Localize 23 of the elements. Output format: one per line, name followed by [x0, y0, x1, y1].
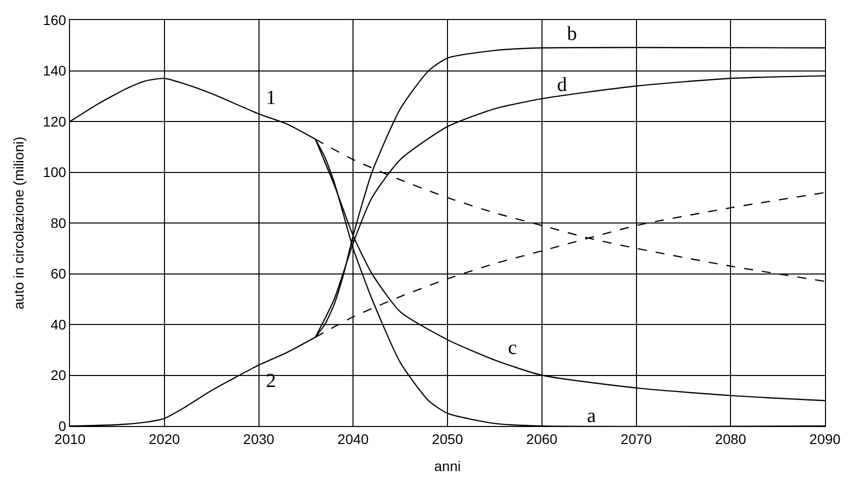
series-label: 1	[266, 87, 276, 109]
x-tick-label: 2050	[432, 430, 464, 447]
x-tick-label: 2040	[338, 430, 369, 447]
y-tick-label: 140	[42, 62, 66, 79]
x-tick-label: 2020	[148, 430, 180, 447]
x-tick-label: 2090	[809, 430, 841, 447]
x-tick-label: 2070	[620, 430, 652, 447]
series-label: b	[567, 23, 577, 45]
y-tick-label: 40	[50, 316, 66, 332]
y-tick-label: 100	[42, 164, 66, 180]
y-tick-label: 120	[42, 113, 66, 130]
x-axis-title: anni	[434, 458, 461, 474]
x-tick-label: 2080	[715, 430, 746, 447]
x-tick-label: 2060	[526, 430, 558, 447]
y-axis-title: auto in circolazione (milioni)	[10, 136, 26, 310]
y-tick-label: 80	[50, 214, 66, 231]
y-tick-label: 20	[50, 367, 66, 384]
series-label: c	[508, 337, 517, 359]
series-label: a	[587, 405, 596, 427]
x-tick-label: 2030	[243, 430, 275, 447]
series-label: d	[557, 74, 567, 96]
y-tick-label: 60	[50, 266, 66, 282]
y-tick-label: 160	[42, 12, 66, 28]
